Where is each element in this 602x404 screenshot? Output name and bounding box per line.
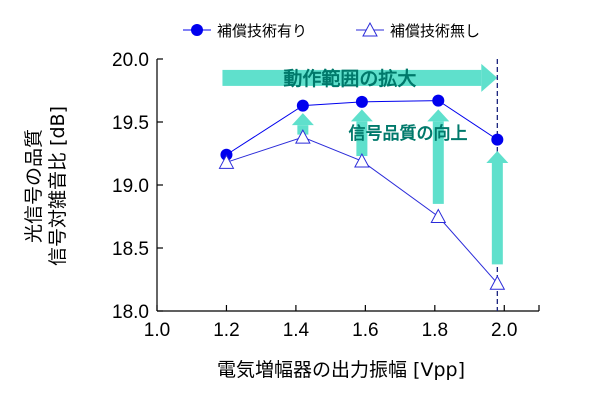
y-tick-label: 20.0	[112, 50, 149, 71]
range-arrow-head	[481, 63, 498, 92]
series	[218, 94, 506, 290]
quality-arrow-head	[350, 109, 373, 122]
legend-label-compensated: 補償技術有り	[217, 22, 307, 40]
data-point-compensated	[432, 94, 445, 107]
quality-arrow-head	[427, 109, 450, 122]
x-tick-label: 1.0	[144, 320, 170, 341]
quality-arrow-head	[486, 150, 509, 163]
legend: 補償技術有り 補償技術無し	[183, 21, 480, 40]
y-axis-label-line1: 光信号の品質	[23, 129, 45, 243]
data-point-uncompensated	[354, 153, 370, 168]
data-point-uncompensated	[218, 154, 235, 169]
axis-labels: 電気増幅器の出力振幅 [Vpp] 光信号の品質 信号対雑音比 [dB]	[23, 106, 465, 381]
y-tick-label: 18.5	[112, 239, 149, 260]
quality-arrow-body	[356, 121, 368, 157]
axes: 1.0 1.2 1.4 1.6 1.8 2.0 18.0 18.5 19.0 19.5 20.0	[112, 50, 540, 341]
legend-marker-uncompensated	[362, 21, 378, 37]
x-tick-label: 2.0	[491, 320, 517, 341]
legend-marker-compensated	[191, 24, 203, 36]
y-tick-label: 18.0	[112, 302, 149, 323]
data-point-compensated	[491, 133, 504, 146]
quality-arrow-head	[291, 113, 314, 126]
legend-label-uncompensated: 補償技術無し	[390, 22, 480, 40]
range-arrow-label: 動作範囲の拡大	[283, 67, 416, 90]
quality-arrow-body	[491, 162, 503, 265]
data-point-uncompensated	[295, 129, 311, 144]
y-tick-label: 19.0	[112, 176, 149, 197]
x-tick-label: 1.8	[422, 320, 448, 341]
data-point-compensated	[355, 95, 368, 108]
x-tick-label: 1.6	[352, 320, 378, 341]
quality-label: 信号品質の向上	[349, 123, 468, 144]
x-tick-label: 1.2	[213, 320, 239, 341]
x-axis-label: 電気増幅器の出力振幅 [Vpp]	[217, 359, 465, 381]
data-point-uncompensated	[430, 208, 447, 223]
range-arrow-body	[222, 69, 482, 86]
y-axis-label-line2: 信号対雑音比 [dB]	[47, 106, 69, 266]
data-point-uncompensated	[489, 275, 506, 290]
quality-arrow-body	[432, 121, 444, 204]
data-point-compensated	[296, 99, 309, 112]
x-tick-label: 1.4	[283, 320, 310, 341]
y-tick-label: 19.5	[112, 113, 149, 134]
